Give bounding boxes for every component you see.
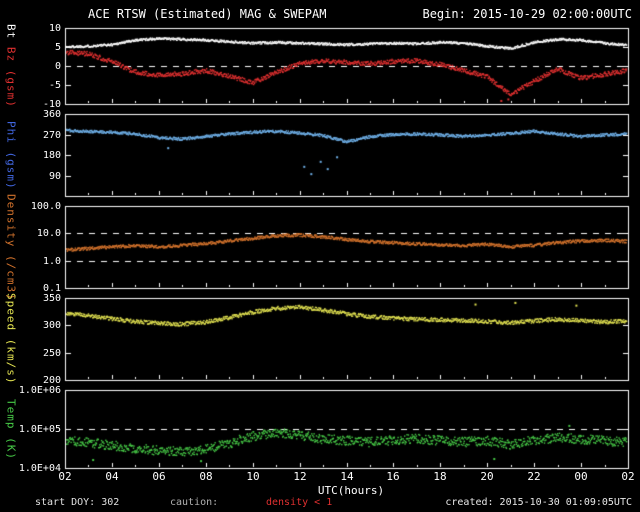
phi-axis-label: Phi (gsm) — [2, 114, 20, 196]
begin-timestamp: Begin: 2015-10-29 02:00:00UTC — [422, 7, 632, 21]
y-tick-label: 360 — [42, 109, 61, 120]
x-tick-label: 20 — [480, 470, 494, 483]
y-tick-label: 1.0 — [42, 256, 61, 267]
y-tick-label: 100.0 — [30, 201, 61, 212]
y-tick-label: 10 — [48, 23, 61, 34]
y-tick-label: 350 — [42, 293, 61, 304]
y-tick-label: -5 — [48, 80, 61, 91]
axis-label-part: (km/s) — [4, 339, 18, 385]
y-tick-label: 300 — [42, 320, 61, 331]
mag-axis-label-text: Bt Bz (gsm) — [5, 24, 18, 108]
y-tick-label: 10.0 — [36, 228, 61, 239]
axis-label-part: Temp — [4, 398, 18, 430]
x-tick-label: 16 — [386, 470, 400, 483]
y-tick-label: 0.1 — [42, 283, 61, 294]
y-tick-label: 200 — [42, 375, 61, 386]
start-doy-label: start DOY: 302 — [35, 497, 120, 508]
temp-axis-label: Temp (K) — [2, 390, 20, 468]
y-tick-label: 0 — [54, 61, 61, 72]
y-tick-label: 5 — [54, 42, 61, 53]
x-tick-label: 02 — [621, 470, 635, 483]
x-tick-label: 12 — [293, 470, 307, 483]
axis-label-part: Bt — [4, 24, 18, 40]
x-tick-label: 18 — [433, 470, 447, 483]
speed-axis-label: Speed (km/s) — [2, 293, 20, 385]
x-tick-label: 08 — [199, 470, 213, 483]
axis-label-part: Density — [4, 193, 18, 247]
y-tick-label: 180 — [42, 150, 61, 161]
x-tick-label: 06 — [152, 470, 166, 483]
y-tick-label: 270 — [42, 130, 61, 141]
axis-label-part: Speed — [4, 293, 18, 332]
caution-label: caution: — [170, 497, 219, 508]
y-tick-label: 1.0E+06 — [18, 385, 61, 396]
temp-axis-label-text: Temp (K) — [5, 399, 18, 460]
axis-label-part: (gsm) — [4, 151, 18, 190]
caution-density-value: density < 1 — [266, 497, 333, 508]
axis-label-part: (/cm3) — [4, 254, 18, 301]
x-tick-label: 02 — [58, 470, 72, 483]
y-tick-label: 1.0E+04 — [18, 463, 61, 474]
x-tick-label: 04 — [105, 470, 119, 483]
axis-label-part: Bz — [4, 46, 18, 63]
axis-label-part: Phi — [4, 120, 18, 144]
density-axis-label-text: Density (/cm3) — [5, 194, 18, 301]
plot-title: ACE RTSW (Estimated) MAG & SWEPAM — [88, 7, 327, 21]
axis-label-part: (gsm) — [4, 69, 18, 108]
x-tick-label: 10 — [246, 470, 260, 483]
y-tick-label: -10 — [42, 99, 61, 110]
y-tick-label: 250 — [42, 348, 61, 359]
speed-axis-label-text: Speed (km/s) — [5, 293, 18, 385]
y-tick-label: 90 — [48, 171, 61, 182]
x-tick-label: 00 — [574, 470, 588, 483]
phi-axis-label-text: Phi (gsm) — [5, 121, 18, 190]
y-tick-label: 1.0E+05 — [18, 424, 61, 435]
mag-axis-label: Bt Bz (gsm) — [2, 24, 20, 108]
axis-label-part: (K) — [4, 436, 18, 460]
x-axis-label: UTC(hours) — [317, 484, 385, 497]
created-timestamp: created: 2015-10-30 01:09:05UTC — [445, 497, 632, 508]
x-tick-label: 22 — [527, 470, 541, 483]
density-axis-label: Density (/cm3) — [2, 194, 20, 301]
x-tick-label: 14 — [340, 470, 354, 483]
